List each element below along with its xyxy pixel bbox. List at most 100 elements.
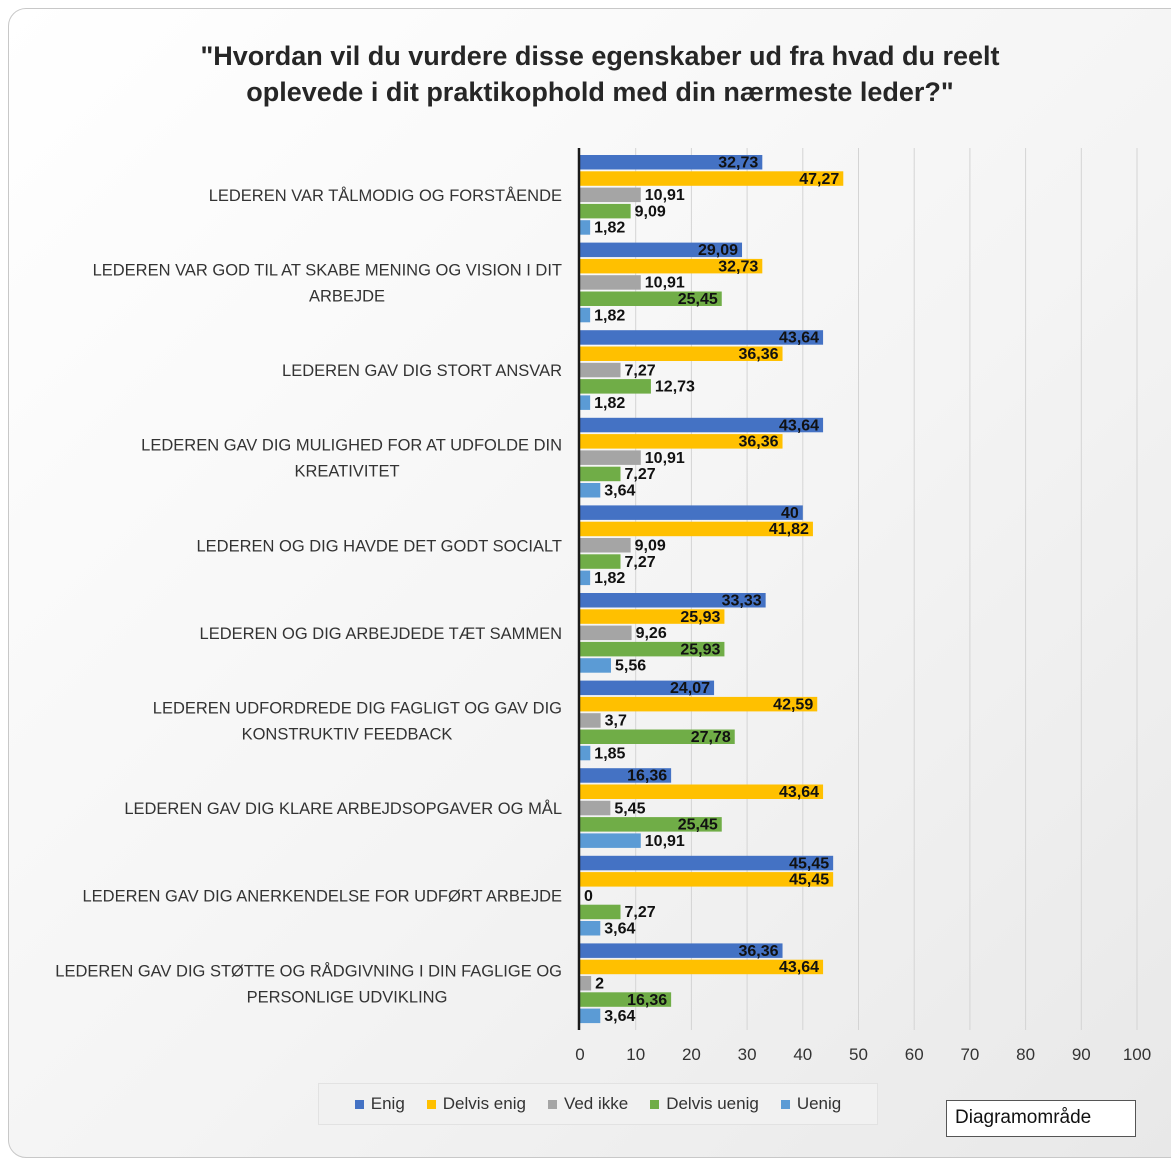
data-label-uenig-8: 10,91 — [645, 833, 685, 850]
bar-uenig-10[interactable] — [580, 1008, 601, 1024]
bar-delvis-enig-5[interactable] — [580, 521, 813, 537]
legend-swatch-enig — [354, 1099, 364, 1109]
bar-ved-ikke-6[interactable] — [580, 625, 632, 641]
bar-delvis-enig-9[interactable] — [580, 872, 834, 887]
data-label-delvis-uenig-1: 9,09 — [635, 203, 666, 220]
legend-item-ved-ikke[interactable]: Ved ikke — [547, 1094, 629, 1114]
data-label-ved-ikke-5: 9,09 — [635, 538, 666, 555]
bar-uenig-5[interactable] — [580, 570, 591, 586]
bar-delvis-uenig-9[interactable] — [580, 904, 621, 920]
legend-swatch-ved-ikke — [547, 1099, 557, 1109]
bar-uenig-2[interactable] — [580, 307, 591, 323]
bar-delvis-uenig-6[interactable] — [580, 641, 725, 657]
bar-delvis-enig-10[interactable] — [580, 959, 824, 975]
bar-enig-8[interactable] — [580, 768, 672, 783]
bar-delvis-uenig-7[interactable] — [580, 729, 735, 745]
data-label-uenig-10: 3,64 — [604, 1008, 635, 1025]
data-label-delvis-enig-3: 36,36 — [738, 346, 778, 363]
bar-delvis-enig-6[interactable] — [580, 609, 725, 624]
data-label-enig-7: 24,07 — [670, 680, 710, 697]
bar-enig-6[interactable] — [580, 593, 766, 608]
bar-enig-7[interactable] — [580, 680, 715, 696]
bar-enig-4[interactable] — [580, 417, 824, 433]
legend-item-delvis-enig[interactable]: Delvis enig — [426, 1094, 526, 1114]
chart-title-line-2: oplevede i dit praktikophold med din nær… — [246, 77, 954, 107]
bar-ved-ikke-3[interactable] — [580, 362, 621, 378]
data-label-delvis-enig-9: 45,45 — [789, 872, 829, 889]
data-label-ved-ikke-4: 10,91 — [645, 450, 685, 467]
legend-item-enig[interactable]: Enig — [354, 1094, 405, 1114]
bar-uenig-9[interactable] — [580, 921, 601, 936]
data-label-delvis-uenig-4: 7,27 — [624, 466, 655, 483]
category-label-1: LEDEREN VAR TÅLMODIG OG FORSTÅENDE — [209, 186, 562, 205]
bar-uenig-6[interactable] — [580, 658, 611, 673]
bar-ved-ikke-5[interactable] — [580, 538, 631, 553]
data-label-uenig-5: 1,82 — [594, 570, 625, 587]
data-label-enig-8: 16,36 — [627, 768, 667, 785]
category-label-9: LEDEREN GAV DIG ANERKENDELSE FOR UDFØRT … — [82, 888, 562, 906]
chart-title-line-1: "Hvordan vil du vurdere disse egenskaber… — [200, 41, 1000, 71]
data-label-delvis-uenig-8: 25,45 — [678, 817, 718, 834]
data-label-ved-ikke-1: 10,91 — [645, 187, 685, 204]
legend-item-delvis-uenig[interactable]: Delvis uenig — [650, 1094, 759, 1114]
data-label-uenig-4: 3,64 — [604, 483, 635, 500]
legend-label-delvis-enig: Delvis enig — [442, 1094, 526, 1113]
category-label-2: LEDEREN VAR GOD TIL AT SKABE MENING OG V… — [93, 261, 562, 305]
bar-uenig-3[interactable] — [580, 395, 591, 410]
x-tick-label-70: 70 — [960, 1045, 979, 1064]
bar-enig-2[interactable] — [580, 242, 743, 258]
bar-uenig-8[interactable] — [580, 833, 641, 848]
bar-enig-1[interactable] — [580, 155, 763, 170]
legend-item-uenig[interactable]: Uenig — [780, 1094, 842, 1114]
data-label-delvis-uenig-5: 7,27 — [624, 554, 655, 571]
bar-delvis-uenig-1[interactable] — [580, 203, 631, 219]
category-label-3: LEDEREN GAV DIG STORT ANSVAR — [282, 362, 562, 380]
bar-uenig-7[interactable] — [580, 745, 591, 761]
bar-delvis-enig-1[interactable] — [580, 171, 844, 186]
bar-delvis-enig-7[interactable] — [580, 696, 818, 712]
data-label-ved-ikke-9: 0 — [584, 888, 593, 905]
data-label-uenig-3: 1,82 — [594, 395, 625, 412]
data-label-ved-ikke-2: 10,91 — [645, 275, 685, 292]
category-label-7: LEDEREN UDFORDREDE DIG FAGLIGT OG GAV DI… — [153, 699, 562, 743]
legend-label-uenig: Uenig — [796, 1094, 842, 1113]
data-label-enig-5: 40 — [781, 505, 799, 522]
bar-delvis-enig-3[interactable] — [580, 346, 783, 362]
bar-ved-ikke-1[interactable] — [580, 187, 641, 203]
legend-label-ved-ikke: Ved ikke — [563, 1094, 629, 1113]
x-tick-label-0: 0 — [575, 1045, 584, 1064]
bar-enig-5[interactable] — [580, 505, 803, 520]
bar-delvis-enig-4[interactable] — [580, 434, 783, 449]
data-label-delvis-uenig-7: 27,78 — [691, 729, 731, 746]
data-label-enig-10: 36,36 — [738, 943, 778, 960]
x-tick-label-10: 10 — [626, 1045, 645, 1064]
data-label-ved-ikke-10: 2 — [595, 976, 604, 993]
bar-enig-3[interactable] — [580, 330, 824, 345]
x-tick-label-40: 40 — [793, 1045, 812, 1064]
data-label-uenig-7: 1,85 — [594, 745, 625, 762]
chart-legend[interactable]: Enig Delvis enig Ved ikke Delvis uenig Uenig — [318, 1083, 878, 1125]
chart-area-tooltip: Diagramområde — [946, 1100, 1136, 1137]
bar-uenig-1[interactable] — [580, 220, 591, 235]
data-label-enig-1: 32,73 — [718, 155, 758, 172]
bar-ved-ikke-7[interactable] — [580, 713, 601, 728]
bar-delvis-uenig-2[interactable] — [580, 291, 722, 307]
bar-enig-9[interactable] — [580, 855, 834, 871]
bar-enig-10[interactable] — [580, 943, 783, 958]
data-label-uenig-2: 1,82 — [594, 307, 625, 324]
bar-delvis-uenig-4[interactable] — [580, 466, 621, 482]
bar-ved-ikke-8[interactable] — [580, 800, 611, 816]
bar-ved-ikke-10[interactable] — [580, 976, 592, 991]
data-label-delvis-uenig-9: 7,27 — [624, 904, 655, 921]
data-label-uenig-9: 3,64 — [604, 921, 635, 938]
bar-delvis-uenig-10[interactable] — [580, 992, 672, 1007]
x-tick-label-20: 20 — [682, 1045, 701, 1064]
bar-delvis-enig-8[interactable] — [580, 784, 824, 800]
bar-delvis-uenig-5[interactable] — [580, 554, 621, 569]
bar-delvis-enig-2[interactable] — [580, 258, 763, 274]
bar-ved-ikke-2[interactable] — [580, 275, 641, 290]
bar-delvis-uenig-8[interactable] — [580, 817, 722, 832]
bar-uenig-4[interactable] — [580, 483, 601, 498]
bar-ved-ikke-4[interactable] — [580, 450, 641, 465]
bar-delvis-uenig-3[interactable] — [580, 379, 651, 394]
